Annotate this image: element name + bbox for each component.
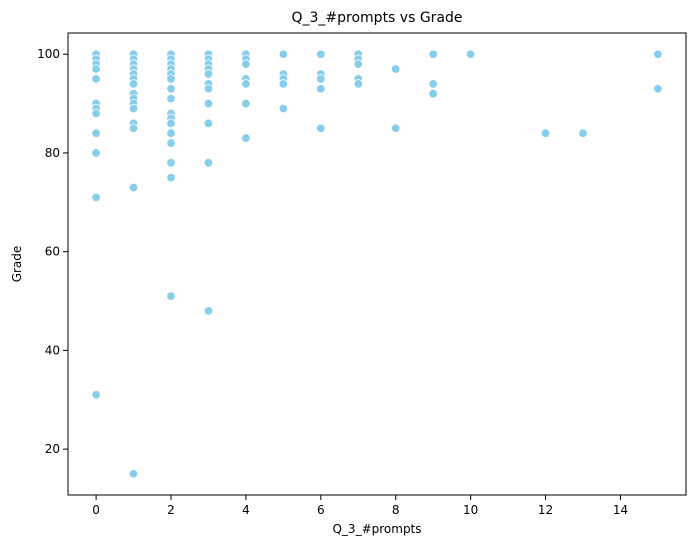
data-point bbox=[391, 123, 401, 133]
data-point bbox=[128, 182, 139, 193]
data-point bbox=[316, 74, 326, 84]
data-point bbox=[166, 93, 176, 104]
data-point bbox=[91, 64, 101, 74]
x-tick-label: 2 bbox=[167, 503, 175, 517]
data-point bbox=[166, 128, 176, 138]
data-point bbox=[203, 158, 214, 168]
x-tick-label: 4 bbox=[242, 503, 250, 517]
y-tick-label: 20 bbox=[45, 442, 60, 456]
x-tick-label: 6 bbox=[317, 503, 325, 517]
data-point bbox=[316, 123, 326, 133]
x-tick-label: 14 bbox=[613, 503, 628, 517]
y-tick-label: 60 bbox=[45, 245, 60, 259]
data-point bbox=[128, 123, 139, 133]
data-point bbox=[91, 390, 101, 400]
data-point bbox=[203, 98, 214, 109]
x-tick-label: 0 bbox=[92, 503, 100, 517]
data-point bbox=[578, 128, 588, 138]
data-point bbox=[166, 138, 176, 148]
data-point bbox=[353, 79, 363, 89]
y-axis-label: Grade bbox=[10, 246, 24, 283]
x-axis-label: Q_3_#prompts bbox=[332, 522, 421, 536]
data-point bbox=[203, 84, 214, 94]
data-point bbox=[465, 49, 476, 59]
data-point bbox=[91, 128, 101, 138]
data-point bbox=[166, 172, 176, 183]
data-point bbox=[653, 84, 663, 94]
chart-title: Q_3_#prompts vs Grade bbox=[291, 10, 462, 26]
data-point bbox=[241, 59, 251, 69]
x-tick-label: 10 bbox=[463, 503, 478, 517]
data-point bbox=[428, 49, 438, 59]
data-point bbox=[428, 89, 438, 99]
data-point bbox=[128, 103, 139, 114]
data-point bbox=[203, 69, 214, 79]
data-point bbox=[166, 74, 176, 84]
points-layer bbox=[91, 49, 663, 479]
data-point bbox=[128, 79, 139, 89]
x-axis: 0 2 4 6 8 10 12 14 bbox=[92, 495, 628, 517]
data-point bbox=[278, 103, 289, 114]
plot-area bbox=[67, 32, 687, 496]
data-point bbox=[316, 84, 326, 94]
data-point bbox=[241, 79, 251, 89]
data-point bbox=[391, 64, 401, 74]
data-point bbox=[128, 469, 139, 479]
data-point bbox=[353, 59, 363, 69]
data-point bbox=[241, 98, 251, 109]
y-tick-label: 80 bbox=[45, 146, 60, 160]
data-point bbox=[203, 118, 214, 129]
data-point bbox=[540, 128, 551, 138]
x-tick-label: 8 bbox=[392, 503, 400, 517]
data-point bbox=[166, 84, 176, 94]
y-tick-label: 100 bbox=[37, 47, 60, 61]
y-axis: 20 40 60 80 100 bbox=[37, 47, 68, 456]
data-point bbox=[428, 79, 438, 89]
data-point bbox=[316, 49, 326, 59]
data-point bbox=[278, 49, 289, 59]
y-tick-label: 40 bbox=[45, 343, 60, 357]
data-point bbox=[278, 79, 289, 89]
data-point bbox=[166, 291, 176, 301]
data-point bbox=[91, 108, 101, 119]
data-point bbox=[241, 133, 251, 143]
data-point bbox=[166, 158, 176, 168]
data-point bbox=[653, 49, 663, 59]
data-point bbox=[203, 306, 214, 316]
data-point bbox=[91, 148, 101, 158]
data-point bbox=[166, 118, 176, 129]
x-tick-label: 12 bbox=[538, 503, 553, 517]
data-point bbox=[91, 192, 101, 203]
data-point bbox=[91, 74, 101, 84]
